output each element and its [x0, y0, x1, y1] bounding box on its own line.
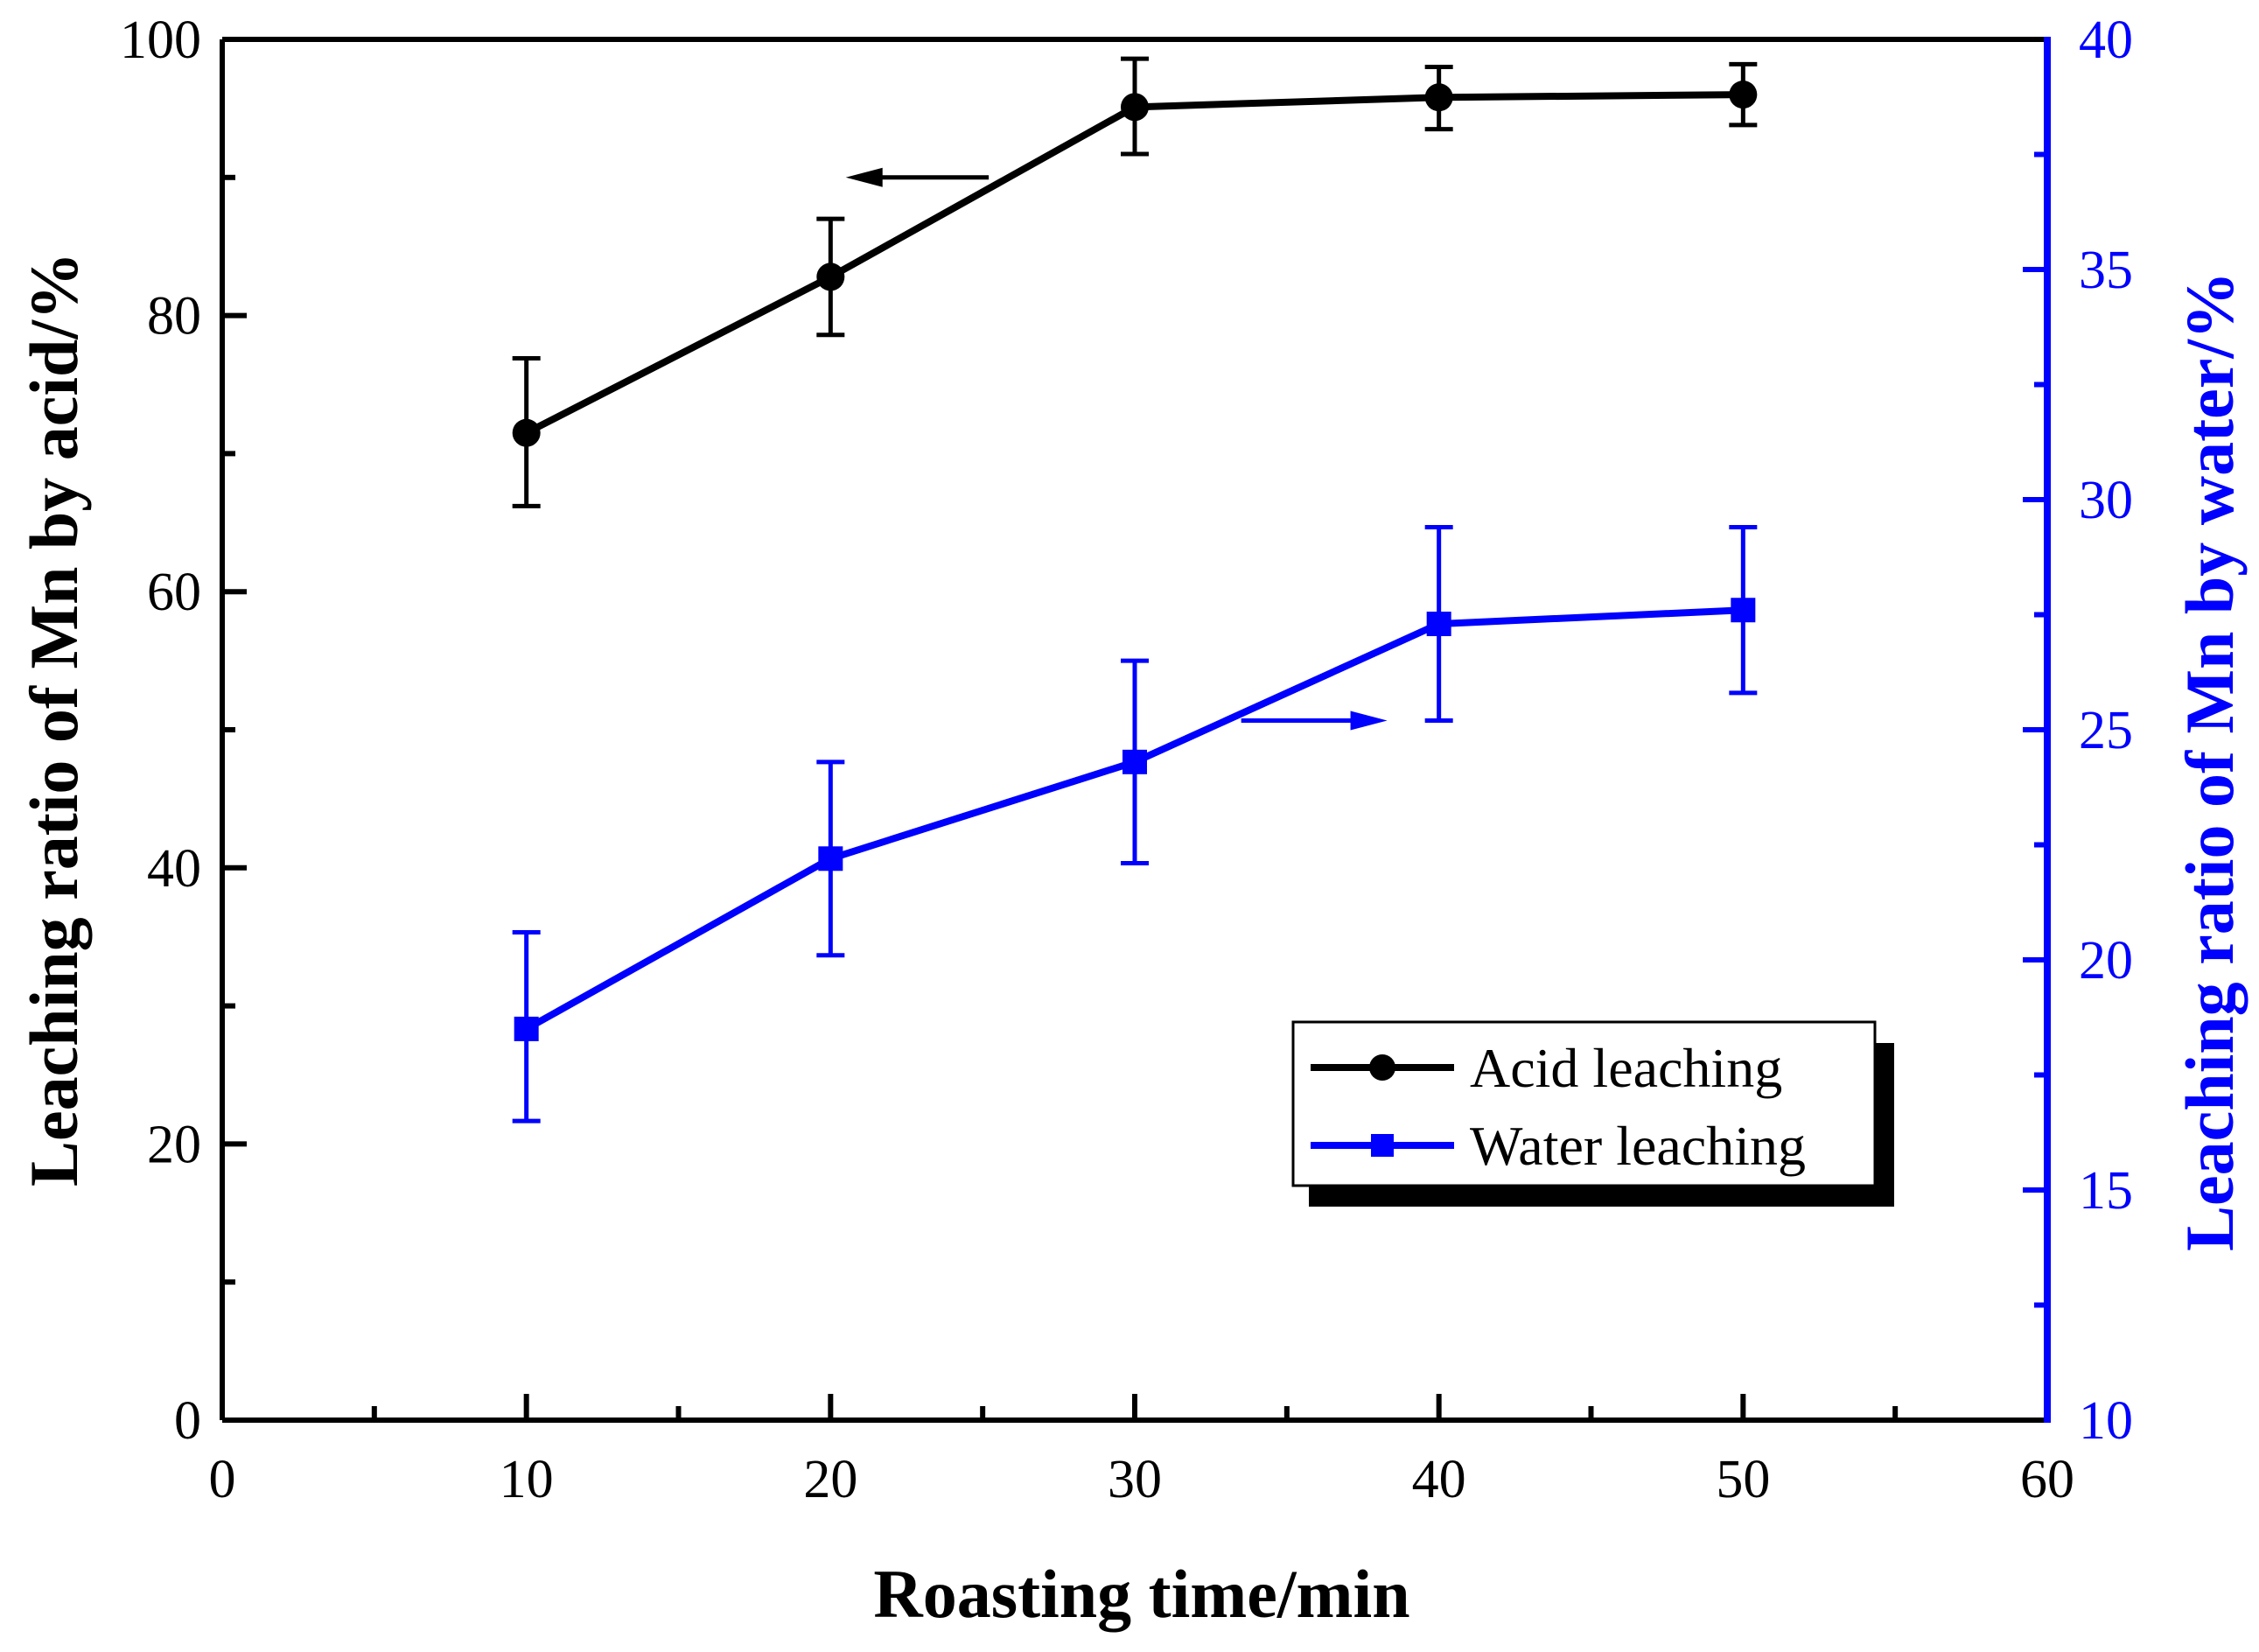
y-left-tick-label: 80 — [147, 287, 201, 346]
acid-data-point — [816, 262, 845, 291]
legend-box — [1291, 1020, 1877, 1187]
acid-data-point — [1729, 80, 1758, 109]
legend-water-marker — [1371, 1134, 1394, 1157]
y-axis-right-title: Leaching ratio of Mn by water/% — [2172, 271, 2248, 1251]
water-data-point — [1426, 612, 1451, 637]
tick-labels: 0 10 20 30 40 50 60 0 20 40 60 80 100 10 15 20 25 30 35 40 — [120, 10, 2133, 1509]
acid-data-point — [1121, 93, 1149, 122]
water-data-point — [1731, 598, 1756, 623]
y-left-tick-label: 100 — [120, 10, 201, 70]
annotation-layer — [845, 167, 1388, 731]
y-left-tick-label: 40 — [147, 839, 201, 899]
y-right-tick-label: 25 — [2079, 701, 2133, 760]
y-left-tick-label: 0 — [174, 1391, 201, 1451]
x-tick-label: 50 — [1716, 1450, 1770, 1509]
acid-data-point — [512, 418, 541, 447]
x-tick-label: 30 — [1108, 1450, 1162, 1509]
x-tick-label: 0 — [209, 1450, 236, 1509]
water-data-point — [1123, 749, 1147, 774]
x-tick-label: 60 — [2020, 1450, 2074, 1509]
acid-axis-arrow-head — [845, 167, 883, 187]
plot-frame — [220, 37, 2051, 1423]
x-tick-label: 20 — [803, 1450, 857, 1509]
y-right-tick-label: 30 — [2079, 471, 2133, 530]
acid-data-point — [1424, 83, 1453, 112]
series-layer — [512, 56, 1758, 1124]
legend-acid-label: Acid leaching — [1470, 1037, 1782, 1099]
y-right-tick-label: 10 — [2079, 1391, 2133, 1451]
legend-acid-marker — [1369, 1054, 1395, 1081]
y-right-tick-label: 20 — [2079, 931, 2133, 990]
y-left-tick-label: 20 — [147, 1115, 201, 1174]
y-right-tick-label: 35 — [2079, 241, 2133, 300]
x-tick-label: 40 — [1412, 1450, 1466, 1509]
x-axis-title: Roasting time/min — [873, 1556, 1409, 1632]
water-data-point — [514, 1016, 539, 1041]
y-right-tick-label: 40 — [2079, 10, 2133, 70]
y-left-tick-label: 60 — [147, 563, 201, 622]
legend-water-label: Water leaching — [1470, 1115, 1806, 1177]
water-data-point — [818, 846, 843, 872]
water-axis-arrow-head — [1350, 710, 1388, 731]
y-right-tick-label: 15 — [2079, 1161, 2133, 1221]
legend: Acid leaching Water leaching — [1291, 1020, 1894, 1207]
x-tick-label: 10 — [500, 1450, 554, 1509]
y-axis-left-title: Leaching ratio of Mn by acid/% — [16, 252, 92, 1186]
